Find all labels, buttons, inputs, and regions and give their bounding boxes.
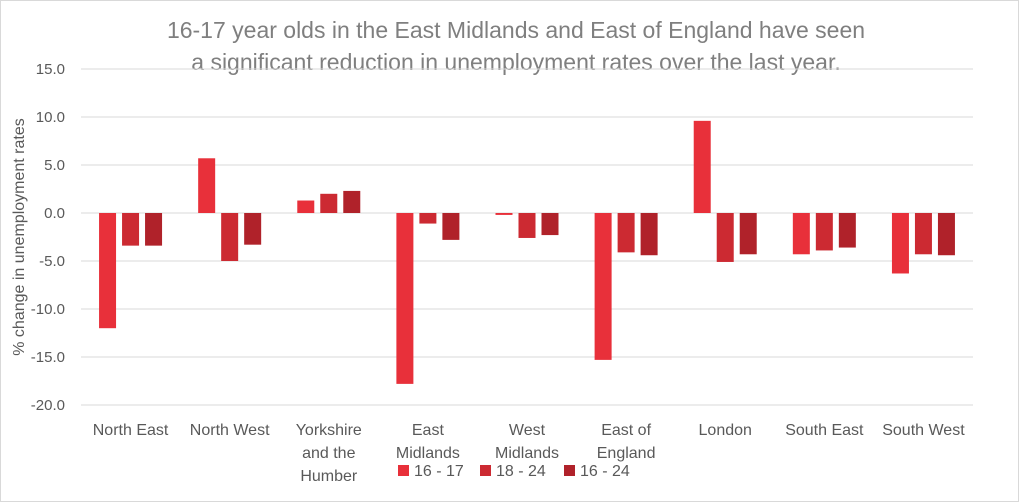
y-tick-label: 10.0	[36, 109, 65, 126]
bars	[99, 120, 955, 384]
bar	[99, 213, 117, 329]
x-category-label: North East	[93, 422, 169, 439]
bar	[495, 213, 513, 215]
bar	[145, 213, 163, 246]
x-category-label: East of	[601, 422, 651, 439]
bar	[640, 213, 658, 256]
bar	[838, 213, 856, 248]
bar	[198, 158, 216, 213]
legend-swatch	[480, 465, 491, 476]
bar	[617, 213, 635, 253]
bar	[297, 200, 315, 213]
bar	[244, 213, 262, 245]
legend-swatch	[398, 465, 409, 476]
x-category-label: England	[597, 445, 656, 462]
x-axis-category-labels: North East North West Yorkshire and the Humb…	[93, 422, 965, 485]
bar	[419, 213, 437, 224]
y-tick-label: 5.0	[44, 157, 65, 174]
bar	[792, 213, 810, 255]
legend-swatch	[564, 465, 575, 476]
bar	[914, 213, 932, 255]
bar	[122, 213, 140, 246]
y-axis-tick-labels: 15.0 10.0 5.0 0.0 -5.0 -10.0 -15.0 -20.0	[31, 61, 65, 414]
y-tick-label: -20.0	[31, 397, 65, 414]
x-category-label: South West	[882, 422, 965, 439]
bar	[343, 190, 361, 213]
x-category-label: London	[699, 422, 752, 439]
bar	[442, 213, 460, 240]
bar	[716, 213, 734, 262]
x-category-label: South East	[785, 422, 864, 439]
bar	[541, 213, 559, 236]
x-category-label: West	[509, 422, 546, 439]
bar	[693, 120, 711, 213]
bar	[891, 213, 909, 274]
y-tick-label: -5.0	[39, 253, 65, 270]
chart-title-line: a significant reduction in unemployment …	[191, 49, 840, 75]
x-category-label: Midlands	[396, 445, 460, 462]
legend: 16 - 17 18 - 24 16 - 24	[398, 463, 630, 480]
bar	[937, 213, 955, 256]
y-tick-label: 0.0	[44, 205, 65, 222]
bar	[594, 213, 612, 360]
x-category-label: East	[412, 422, 445, 439]
x-category-label: North West	[190, 422, 270, 439]
bar	[518, 213, 536, 238]
legend-label: 18 - 24	[496, 463, 546, 480]
y-tick-label: 15.0	[36, 61, 65, 78]
bar	[396, 213, 414, 384]
x-category-label: Yorkshire	[296, 422, 362, 439]
y-tick-label: -15.0	[31, 349, 65, 366]
x-category-label: and the	[302, 445, 355, 462]
bar	[739, 213, 757, 255]
bar	[221, 213, 239, 261]
y-tick-label: -10.0	[31, 301, 65, 318]
legend-label: 16 - 24	[580, 463, 630, 480]
chart-title-line: 16-17 year olds in the East Midlands and…	[167, 17, 865, 43]
chart-title: 16-17 year olds in the East Midlands and…	[167, 17, 865, 75]
legend-label: 16 - 17	[414, 463, 464, 480]
x-category-label: Humber	[300, 468, 358, 485]
bar	[320, 193, 338, 213]
bar	[815, 213, 833, 251]
x-category-label: Midlands	[495, 445, 559, 462]
y-axis-title: % change in unemployment rates	[11, 118, 28, 355]
